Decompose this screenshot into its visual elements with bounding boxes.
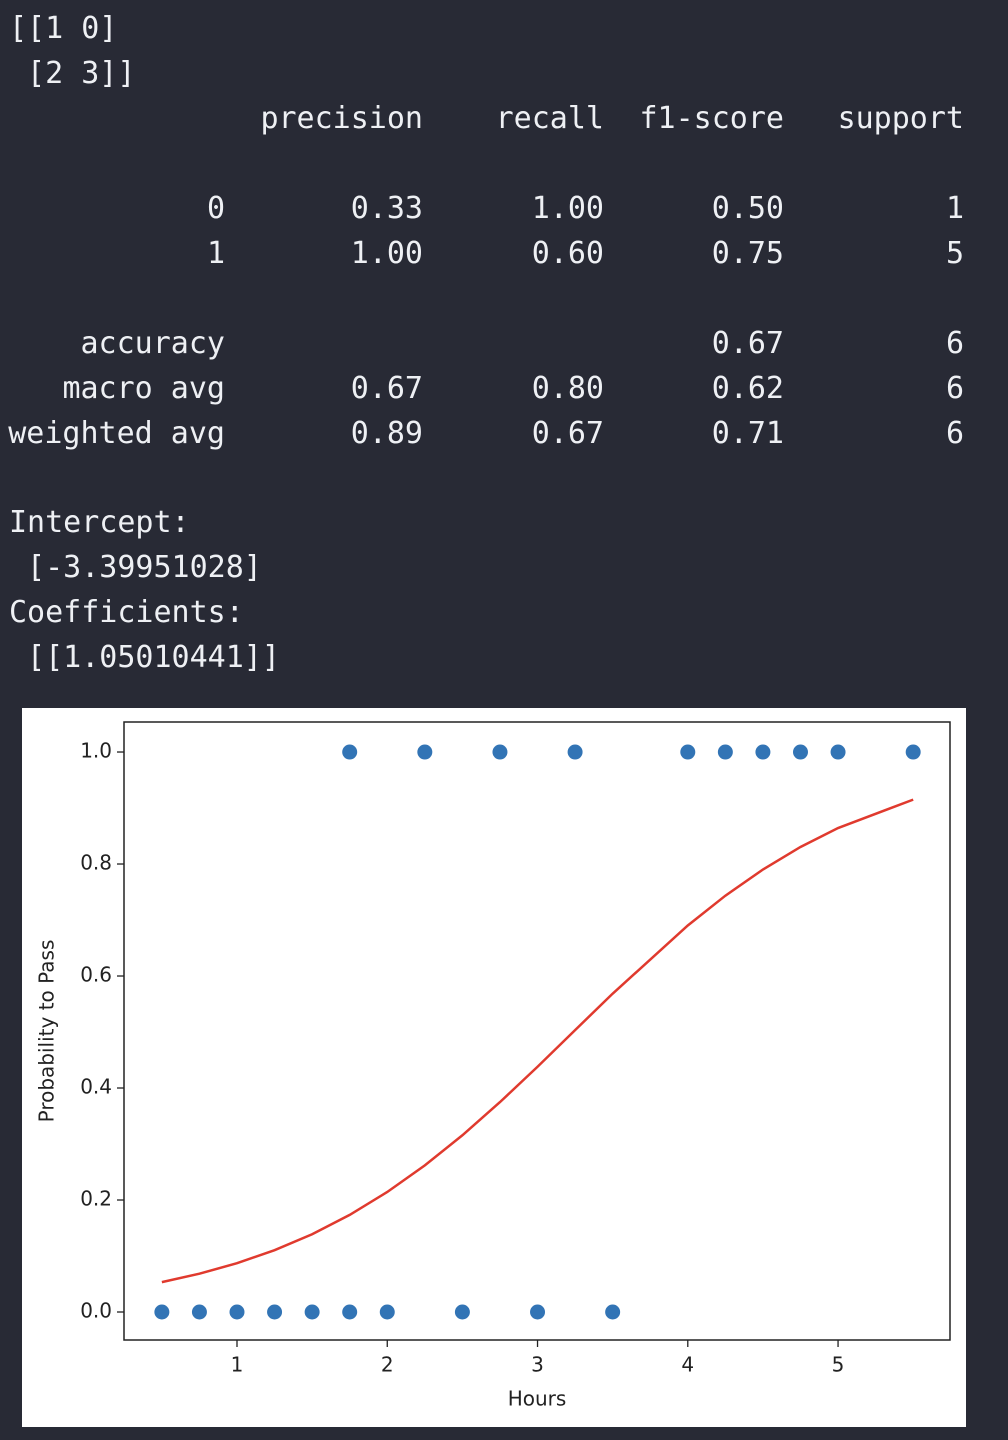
x-tick-label: 5: [832, 1353, 845, 1377]
data-point: [792, 744, 808, 760]
report-cell: 0.67: [531, 416, 604, 451]
report-header: recall: [495, 101, 604, 136]
plot-frame: [123, 721, 951, 1341]
report-cell: 0.75: [711, 236, 784, 271]
console-output: [[1 0] [2 3]] precision recall f1-score supp…: [0, 0, 1008, 700]
report-cell: 0.71: [711, 416, 784, 451]
report-cell: 6: [945, 371, 964, 406]
data-point: [342, 1304, 358, 1320]
matrix-line: [[1 0]: [9, 11, 118, 46]
data-point: [530, 1304, 546, 1320]
data-point: [717, 744, 733, 760]
data-point: [492, 744, 508, 760]
report-cell: 0.50: [711, 191, 784, 226]
y-tick-label: 1.0: [80, 739, 112, 763]
report-cell: 0.33: [350, 191, 423, 226]
y-tick-label: 0.4: [80, 1075, 112, 1099]
figure-background: [22, 708, 966, 1427]
x-tick-label: 2: [381, 1353, 394, 1377]
y-tick-label: 0.2: [80, 1187, 112, 1211]
report-cell: 0.62: [711, 371, 784, 406]
report-cell: 1: [945, 191, 964, 226]
chart: 1 2 3 4 5 0.0 0.2 0.4 0.6 0.8 1.0 Hours Probability …: [22, 708, 966, 1427]
data-point: [379, 1304, 395, 1320]
data-point: [830, 744, 846, 760]
model-line: Coefficients:: [9, 595, 244, 630]
report-row-label: 1: [206, 236, 225, 271]
report-cell: 6: [945, 326, 964, 361]
x-tick-label: 1: [231, 1353, 244, 1377]
y-tick-label: 0.0: [80, 1299, 112, 1323]
report-row-label: 0: [206, 191, 225, 226]
matrix-line: [2 3]]: [9, 56, 136, 91]
report-header: f1-score: [639, 101, 785, 136]
report-cell: 6: [945, 416, 964, 451]
data-point: [905, 744, 921, 760]
data-point: [454, 1304, 470, 1320]
report-cell: 0.60: [531, 236, 604, 271]
y-axis-label: Probability to Pass: [35, 940, 59, 1123]
data-point: [342, 744, 358, 760]
data-point: [755, 744, 771, 760]
y-tick-label: 0.6: [80, 963, 112, 987]
x-tick-label: 4: [681, 1353, 694, 1377]
report-row-label: macro avg: [62, 371, 225, 406]
model-line: [[1.05010441]]: [9, 640, 280, 675]
data-point: [229, 1304, 245, 1320]
report-cell: 0.80: [531, 371, 604, 406]
report-row-label: accuracy: [80, 326, 226, 361]
data-point: [567, 744, 583, 760]
report-header: precision: [260, 101, 423, 136]
x-axis-label: Hours: [508, 1387, 567, 1411]
y-tick-label: 0.8: [80, 851, 112, 875]
data-point: [154, 1304, 170, 1320]
model-line: Intercept:: [9, 505, 190, 540]
fit-line: [161, 798, 914, 1284]
report-cell: 1.00: [531, 191, 604, 226]
report-header: support: [837, 101, 964, 136]
report-cell: 0.67: [711, 326, 784, 361]
data-point: [680, 744, 696, 760]
data-point: [191, 1304, 207, 1320]
report-cell: 5: [945, 236, 964, 271]
data-point: [267, 1304, 283, 1320]
report-cell: 1.00: [350, 236, 423, 271]
report-cell: 0.89: [350, 416, 423, 451]
report-cell: 0.67: [350, 371, 423, 406]
x-tick-label: 3: [531, 1353, 544, 1377]
data-point: [417, 744, 433, 760]
model-line: [-3.39951028]: [9, 550, 262, 585]
data-point: [304, 1304, 320, 1320]
report-row-label: weighted avg: [8, 416, 225, 451]
data-point: [605, 1304, 621, 1320]
